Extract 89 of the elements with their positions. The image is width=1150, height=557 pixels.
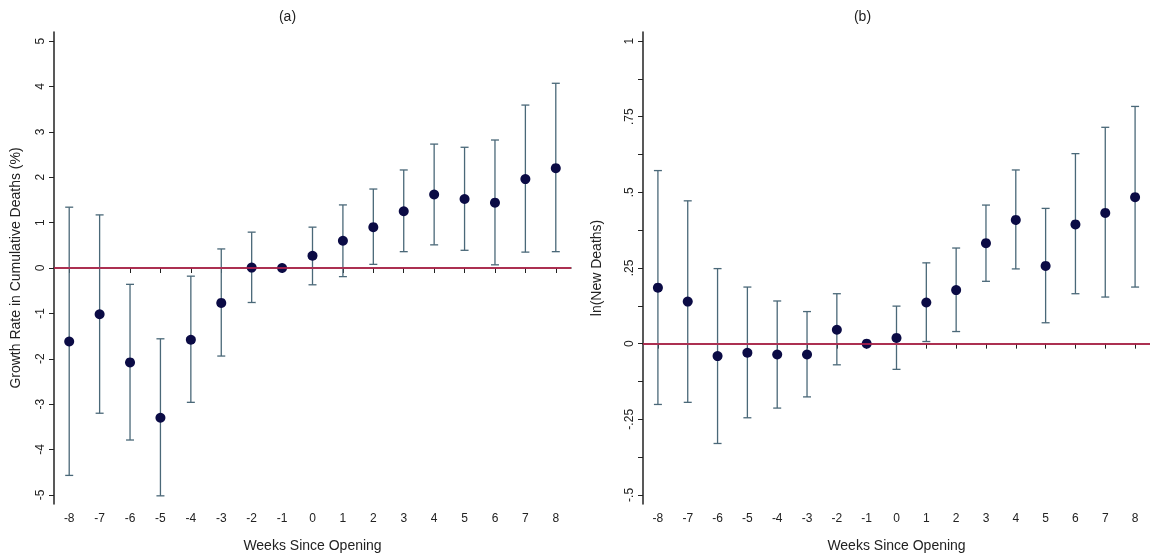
x-tick-label: -5 bbox=[742, 511, 754, 525]
y-tick-label: -4 bbox=[33, 443, 47, 455]
y-tick-label: 3 bbox=[33, 128, 47, 136]
x-tick-label: 2 bbox=[952, 511, 960, 525]
point bbox=[368, 222, 379, 233]
point bbox=[891, 332, 902, 343]
x-tick-label: 7 bbox=[522, 511, 530, 525]
x-tick-label: -6 bbox=[124, 511, 136, 525]
chart-title: (b) bbox=[853, 8, 872, 24]
point bbox=[1070, 219, 1081, 230]
y-axis-title: ln(New Deaths) bbox=[588, 219, 604, 317]
point bbox=[307, 250, 318, 261]
y-tick-label: 0 bbox=[33, 264, 47, 272]
point bbox=[682, 296, 693, 307]
y-tick-label: -2 bbox=[33, 353, 47, 365]
x-tick-label: 3 bbox=[982, 511, 990, 525]
x-tick-label: -2 bbox=[246, 511, 258, 525]
point bbox=[831, 324, 842, 335]
y-tick-label: .75 bbox=[622, 108, 636, 126]
x-tick-label: -7 bbox=[682, 511, 694, 525]
point bbox=[185, 334, 196, 345]
point bbox=[550, 163, 561, 174]
point bbox=[216, 297, 227, 308]
x-axis-title: Weeks Since Opening bbox=[827, 537, 966, 553]
chart-title: (a) bbox=[278, 8, 297, 24]
x-tick-label: 6 bbox=[491, 511, 499, 525]
x-tick-label: 5 bbox=[461, 511, 469, 525]
y-tick-label: -.25 bbox=[622, 408, 636, 430]
point bbox=[802, 349, 813, 360]
point bbox=[772, 349, 783, 360]
point bbox=[1100, 207, 1111, 218]
x-tick-label: 5 bbox=[1042, 511, 1050, 525]
y-tick-label: -3 bbox=[33, 398, 47, 410]
point bbox=[921, 297, 932, 308]
y-tick-label: -5 bbox=[33, 489, 47, 501]
point bbox=[712, 351, 723, 362]
x-tick-label: -5 bbox=[155, 511, 167, 525]
point bbox=[155, 412, 166, 423]
x-tick-label: 4 bbox=[1012, 511, 1020, 525]
x-tick-label: 8 bbox=[1131, 511, 1139, 525]
point bbox=[459, 194, 470, 205]
x-tick-label: 1 bbox=[339, 511, 347, 525]
point bbox=[125, 357, 136, 368]
point bbox=[1130, 192, 1141, 203]
y-tick-label: 1 bbox=[622, 37, 636, 45]
point bbox=[520, 174, 531, 185]
y-tick-label: -1 bbox=[33, 307, 47, 319]
x-tick-label: 7 bbox=[1101, 511, 1109, 525]
x-tick-label: -7 bbox=[94, 511, 106, 525]
x-tick-label: -1 bbox=[861, 511, 873, 525]
x-tick-label: -2 bbox=[831, 511, 843, 525]
x-tick-label: 2 bbox=[369, 511, 377, 525]
point bbox=[429, 189, 440, 200]
x-tick-label: -3 bbox=[215, 511, 227, 525]
point bbox=[1010, 214, 1021, 225]
y-tick-label: 5 bbox=[33, 37, 47, 45]
point bbox=[742, 347, 753, 358]
y-tick-label: .5 bbox=[622, 187, 636, 198]
x-tick-label: -4 bbox=[771, 511, 783, 525]
y-tick-label: 2 bbox=[33, 173, 47, 181]
point bbox=[64, 336, 75, 347]
x-tick-label: 0 bbox=[893, 511, 901, 525]
x-tick-label: -8 bbox=[652, 511, 664, 525]
x-tick-label: 0 bbox=[309, 511, 317, 525]
x-tick-label: -4 bbox=[185, 511, 197, 525]
point bbox=[398, 206, 409, 217]
y-tick-label: 0 bbox=[622, 339, 636, 347]
x-tick-label: -1 bbox=[276, 511, 288, 525]
y-tick-label: 1 bbox=[33, 218, 47, 226]
x-tick-label: 1 bbox=[922, 511, 930, 525]
x-tick-label: 4 bbox=[430, 511, 438, 525]
x-tick-label: -3 bbox=[801, 511, 813, 525]
y-tick-label: -.5 bbox=[622, 487, 636, 502]
x-tick-label: 6 bbox=[1072, 511, 1080, 525]
point bbox=[951, 285, 962, 296]
point bbox=[337, 235, 348, 246]
point bbox=[489, 197, 500, 208]
x-tick-label: 8 bbox=[552, 511, 560, 525]
y-axis-title: Growth Rate in Cumulative Deaths (%) bbox=[7, 147, 23, 389]
point bbox=[652, 282, 663, 293]
x-axis-title: Weeks Since Opening bbox=[243, 537, 382, 553]
x-tick-label: 3 bbox=[400, 511, 408, 525]
point bbox=[980, 238, 991, 249]
x-tick-label: -6 bbox=[712, 511, 724, 525]
y-tick-label: 4 bbox=[33, 82, 47, 90]
y-tick-label: .25 bbox=[622, 259, 636, 277]
point bbox=[1040, 260, 1051, 271]
x-tick-label: -8 bbox=[63, 511, 75, 525]
point bbox=[94, 309, 105, 320]
